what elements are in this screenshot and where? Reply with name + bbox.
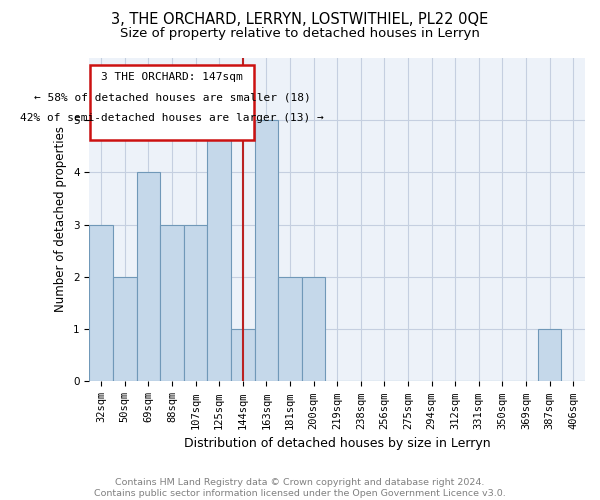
Bar [231,329,254,382]
Y-axis label: Number of detached properties: Number of detached properties [55,126,67,312]
Bar [208,120,231,382]
Text: 3 THE ORCHARD: 147sqm: 3 THE ORCHARD: 147sqm [101,72,243,82]
Bar [113,277,137,382]
Text: 3, THE ORCHARD, LERRYN, LOSTWITHIEL, PL22 0QE: 3, THE ORCHARD, LERRYN, LOSTWITHIEL, PL2… [112,12,488,28]
FancyBboxPatch shape [90,66,254,140]
Text: ← 58% of detached houses are smaller (18): ← 58% of detached houses are smaller (18… [34,92,310,102]
Bar [254,120,278,382]
Bar [184,224,208,382]
Bar [160,224,184,382]
Bar [137,172,160,382]
Text: Contains HM Land Registry data © Crown copyright and database right 2024.
Contai: Contains HM Land Registry data © Crown c… [94,478,506,498]
Bar [302,277,325,382]
Bar [89,224,113,382]
Text: 42% of semi-detached houses are larger (13) →: 42% of semi-detached houses are larger (… [20,114,324,124]
X-axis label: Distribution of detached houses by size in Lerryn: Distribution of detached houses by size … [184,437,491,450]
Bar [538,329,562,382]
Bar [278,277,302,382]
Text: Size of property relative to detached houses in Lerryn: Size of property relative to detached ho… [120,28,480,40]
